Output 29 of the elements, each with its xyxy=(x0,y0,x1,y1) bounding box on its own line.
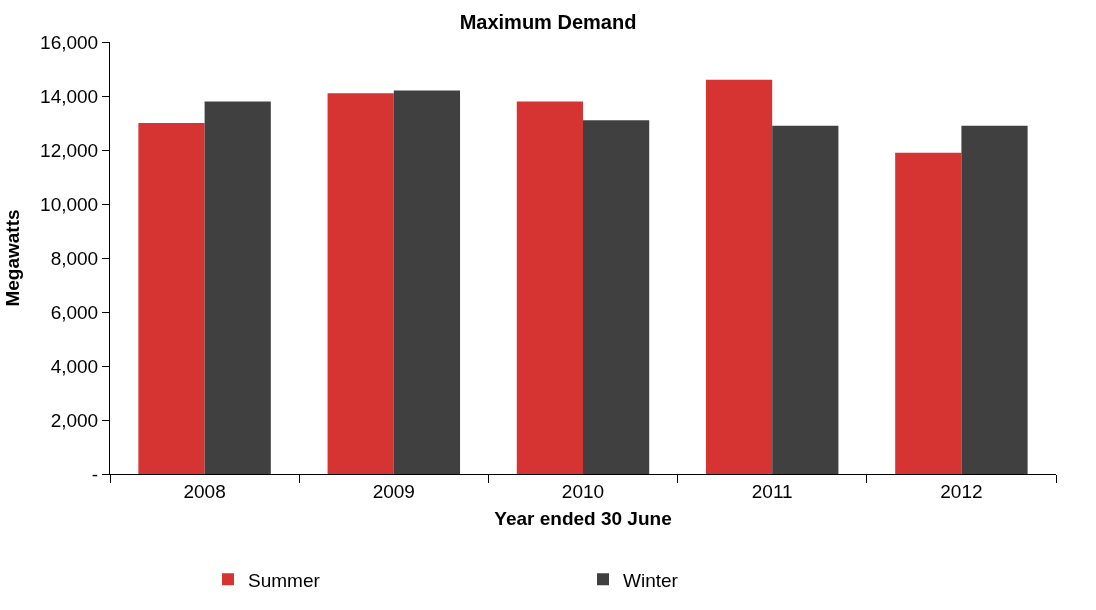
chart-title: Maximum Demand xyxy=(459,11,637,34)
bar xyxy=(961,125,1028,474)
x-tick-label: 2011 xyxy=(751,480,793,502)
bar xyxy=(895,152,962,474)
y-tick-label: - xyxy=(91,463,99,485)
bar xyxy=(327,93,394,474)
y-tick-label: 8,000 xyxy=(50,247,99,269)
y-tick-label: 14,000 xyxy=(40,85,99,107)
y-tick-label: 16,000 xyxy=(40,31,99,53)
bar xyxy=(705,79,773,474)
y-tick-label: 12,000 xyxy=(40,139,99,161)
y-tick-label: 2,000 xyxy=(50,409,99,431)
bar xyxy=(772,125,839,474)
x-tick-label: 2010 xyxy=(561,480,605,502)
bar xyxy=(138,123,205,474)
y-tick-label: 10,000 xyxy=(40,193,99,215)
legend-label: Summer xyxy=(248,569,321,591)
bar xyxy=(393,90,461,474)
x-tick-label: 2009 xyxy=(372,480,415,502)
y-tick-label: 4,000 xyxy=(50,355,99,377)
legend-label: Winter xyxy=(623,569,679,591)
y-axis-title: Megawatts xyxy=(1,209,23,307)
bar xyxy=(583,120,650,474)
x-tick-label: 2008 xyxy=(183,480,226,502)
bar xyxy=(204,101,271,474)
x-axis-title: Year ended 30 June xyxy=(494,507,672,529)
x-tick-label: 2012 xyxy=(940,480,983,502)
bar xyxy=(516,101,583,474)
y-tick-label: 6,000 xyxy=(50,301,99,323)
